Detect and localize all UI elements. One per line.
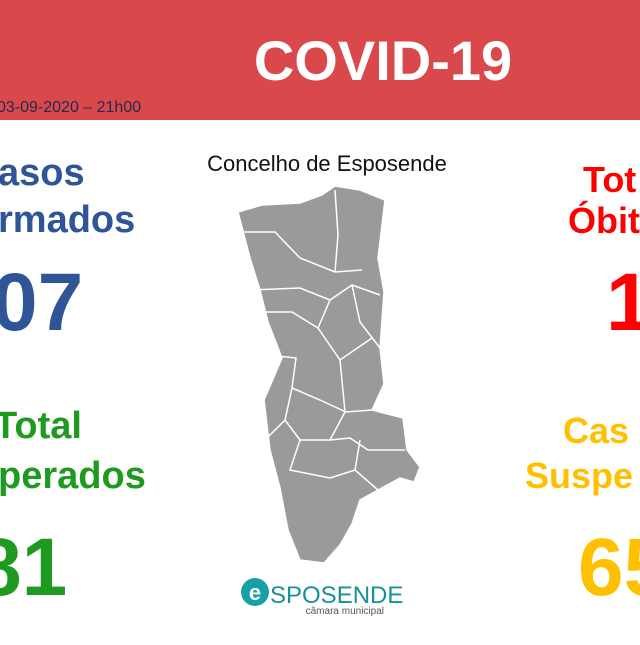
logo-name: SPOSENDE: [270, 582, 403, 609]
label: rmados: [0, 199, 135, 241]
suspected: Cas Suspe 65: [525, 410, 640, 613]
value: 1: [606, 257, 640, 348]
value: 65: [578, 522, 640, 613]
logo: e SPOSENDE câmara municipal: [241, 578, 403, 617]
label: Tot: [583, 159, 636, 200]
date: 03-09-2020 – 21h00: [0, 99, 141, 116]
map: [237, 185, 421, 564]
logo-letter: e: [249, 580, 261, 605]
label: Cas: [563, 410, 629, 451]
label: asos: [0, 152, 85, 194]
logo-subtitle: câmara municipal: [306, 606, 384, 617]
label: perados: [0, 455, 146, 497]
deaths: Tot Óbit 1: [568, 159, 640, 348]
logo-circle: [241, 578, 269, 606]
confirmed: asos rmados 07: [0, 152, 135, 348]
label: Óbit: [568, 199, 640, 241]
value: 07: [0, 257, 83, 348]
label: Suspe: [525, 455, 633, 496]
recovered: Total perados 81: [0, 405, 146, 613]
label: Total: [0, 405, 82, 447]
map-title: Concelho de Esposende: [207, 151, 447, 176]
header-bar: [0, 0, 640, 120]
title: COVID-19: [254, 29, 512, 92]
value: 81: [0, 522, 67, 613]
